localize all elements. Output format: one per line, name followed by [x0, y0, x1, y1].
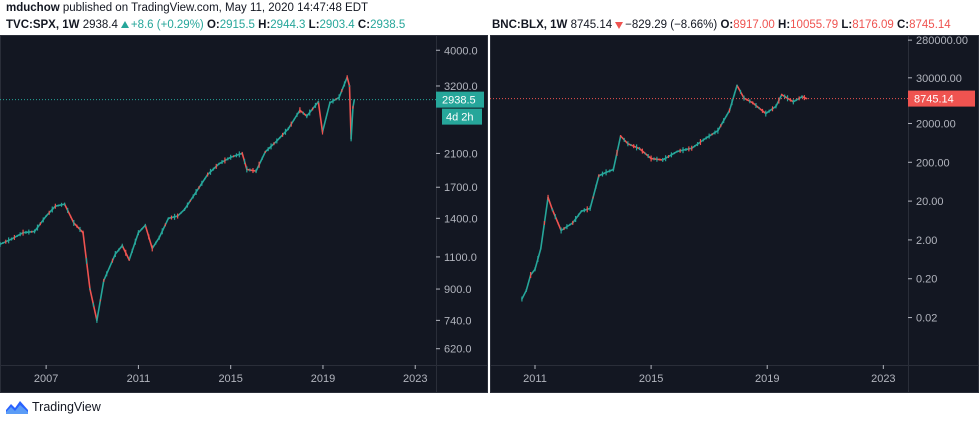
blx-symbol[interactable]: BNC:BLX, 1W	[492, 19, 568, 31]
price-segment	[728, 84, 738, 112]
tradingview-logo-icon	[6, 401, 28, 414]
up-arrow-icon	[120, 21, 129, 28]
spx-chart-svg[interactable]: 4000.0 3200.0 2100.0 1700.0 1400.0 1100.0 900.…	[0, 35, 488, 393]
price-segment	[45, 205, 57, 217]
blx-close: 8745.14	[909, 19, 951, 31]
y-tick-label: 4000.0	[444, 45, 478, 57]
blx-chart-svg[interactable]: 280000.00 30000.00 2000.00 200.00 20.00 2.00 0…	[490, 35, 979, 393]
spx-close: 2938.5	[370, 19, 406, 31]
x-tick-label: 2023	[871, 373, 895, 385]
spx-chart-pane[interactable]: 4000.0 3200.0 2100.0 1700.0 1400.0 1100.0 900.…	[0, 35, 488, 393]
x-tick-label: 2023	[403, 373, 427, 385]
y-tick-label: 3200.0	[444, 81, 478, 93]
open-label: O:	[720, 19, 734, 31]
price-segment	[317, 100, 324, 133]
price-segment	[661, 150, 679, 161]
price-segment	[246, 168, 257, 172]
y-tick-label: 740.0	[444, 315, 472, 327]
price-segment	[54, 203, 66, 208]
price-segment	[690, 137, 708, 150]
price-segment	[792, 95, 803, 103]
tradingview-footer[interactable]: TradingView	[6, 400, 101, 414]
price-segment	[329, 96, 340, 104]
blx-ohlc-legend: BNC:BLX, 1W 8745.14 −829.29 (−8.66%) O:89…	[492, 19, 951, 31]
y-tick-label: 2.00	[916, 235, 937, 247]
author-name[interactable]: mduchow	[6, 2, 60, 14]
price-segment	[571, 210, 583, 224]
last-price-badge	[436, 91, 484, 108]
close-label: C:	[357, 19, 371, 31]
spx-price: 2938.4	[82, 19, 118, 31]
x-tick-label: 2019	[311, 373, 335, 385]
blx-low: 8176.09	[852, 19, 894, 31]
published-line: mduchow published on TradingView.com, Ma…	[6, 2, 368, 14]
price-segment	[158, 217, 170, 239]
spx-ohlc-legend: TVC:SPX, 1W 2938.4 +8.6 (+0.29%) O:2915.5…	[6, 19, 405, 31]
price-segment	[547, 196, 554, 211]
y-tick-label: 1700.0	[444, 182, 478, 194]
price-segment	[167, 215, 179, 220]
countdown-value: 4d 2h	[446, 112, 474, 124]
y-tick-label: 620.0	[444, 344, 472, 356]
price-segment	[529, 268, 536, 276]
last-price-badge	[908, 90, 975, 107]
price-segment	[676, 147, 693, 153]
pane-border	[0, 35, 488, 393]
y-tick-label: 20.00	[916, 196, 944, 208]
countdown-badge	[442, 108, 482, 125]
x-tick-label: 2015	[639, 373, 663, 385]
open-label: O:	[206, 19, 220, 31]
price-segment	[525, 274, 532, 292]
x-tick-label: 2019	[755, 373, 779, 385]
price-segment	[338, 76, 348, 99]
y-tick-label: 900.0	[444, 284, 472, 296]
price-segment	[350, 106, 354, 140]
blx-chart-pane[interactable]: 280000.00 30000.00 2000.00 200.00 20.00 2.00 0…	[490, 35, 979, 393]
y-tick-label: 1100.0	[444, 252, 477, 264]
spx-high: 2944.3	[270, 19, 306, 31]
y-tick-label: 30000.00	[916, 73, 962, 85]
blx-open: 8917.00	[733, 19, 775, 31]
low-label: L:	[308, 19, 320, 31]
blx-high: 10055.79	[790, 19, 839, 31]
y-tick-label: 0.20	[916, 274, 937, 286]
price-segment	[551, 208, 562, 232]
price-segment	[764, 105, 777, 115]
price-segment	[63, 203, 75, 224]
y-tick-label: 2100.0	[444, 148, 478, 160]
price-segment	[589, 174, 600, 210]
y-tick-label: 0.02	[916, 313, 937, 325]
last-price-value: 2938.5	[442, 95, 476, 107]
publish-text: published on TradingView.com, May 11, 20…	[62, 2, 369, 14]
blx-price: 8745.14	[570, 19, 613, 31]
x-tick-label: 2011	[127, 373, 151, 385]
low-label: L:	[841, 19, 853, 31]
x-tick-label: 2015	[218, 373, 242, 385]
close-label: C:	[896, 19, 910, 31]
spx-open: 2915.5	[219, 19, 255, 31]
x-tick-label: 2007	[34, 373, 58, 385]
last-price-value: 8745.14	[914, 94, 954, 106]
price-segment	[128, 231, 140, 261]
blx-change: −829.29 (−8.66%)	[625, 19, 718, 31]
pane-border	[490, 35, 979, 393]
price-segment	[521, 289, 528, 300]
price-segment	[580, 207, 591, 212]
spx-symbol[interactable]: TVC:SPX, 1W	[6, 19, 80, 31]
high-label: H:	[778, 19, 791, 31]
price-segment	[73, 222, 84, 234]
down-arrow-icon	[615, 22, 624, 29]
tradingview-brand: TradingView	[32, 400, 101, 414]
spx-low: 2903.4	[319, 19, 355, 31]
high-label: H:	[258, 19, 271, 31]
y-tick-label: 1400.0	[444, 213, 478, 225]
y-tick-label: 280000.00	[916, 35, 968, 47]
price-segment	[255, 151, 267, 172]
x-tick-label: 2011	[523, 373, 547, 385]
y-tick-label: 2000.00	[916, 118, 956, 130]
y-tick-label: 200.00	[916, 157, 950, 169]
spx-change: +8.6 (+0.29%)	[130, 19, 204, 31]
